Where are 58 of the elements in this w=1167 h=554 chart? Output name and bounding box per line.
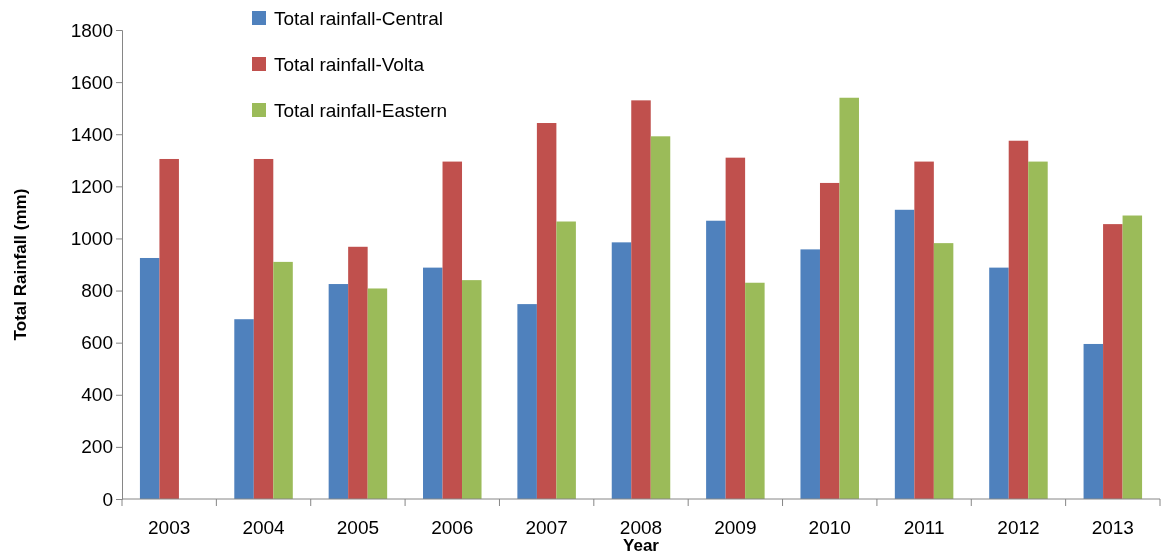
bar	[462, 280, 482, 499]
y-axis-title: Total Rainfall (mm)	[11, 188, 30, 341]
x-tick-label: 2008	[619, 517, 663, 538]
bar	[1008, 140, 1029, 499]
bar	[611, 242, 632, 499]
x-tick-label: 2013	[1091, 517, 1134, 538]
bar	[159, 158, 179, 499]
bar	[745, 282, 765, 499]
x-tick-label: 2004	[242, 517, 286, 538]
bar	[536, 123, 557, 499]
y-tick-label: 600	[81, 332, 113, 354]
legend-label: Total rainfall-Volta	[274, 54, 425, 75]
y-tick-label: 0	[102, 488, 113, 510]
bar	[1083, 343, 1104, 499]
x-tick-label: 2011	[903, 517, 945, 538]
y-tick-label: 1400	[70, 123, 113, 145]
bar	[706, 220, 726, 499]
bar	[423, 267, 443, 499]
bar	[1122, 215, 1143, 499]
bar	[914, 161, 934, 499]
bar	[442, 161, 463, 499]
x-tick-label: 2012	[997, 517, 1040, 538]
y-tick-label: 1000	[70, 228, 113, 250]
y-tick-label: 800	[81, 280, 113, 302]
y-tick-label: 1600	[70, 71, 113, 93]
x-tick-label: 2003	[148, 517, 191, 538]
x-tick-label: 2006	[431, 517, 474, 538]
bar	[800, 249, 820, 499]
bar	[725, 157, 746, 499]
y-tick-label: 1200	[70, 175, 113, 197]
bar	[367, 288, 388, 499]
x-tick-label: 2010	[808, 517, 851, 538]
bar	[1028, 161, 1048, 499]
bar	[989, 267, 1009, 499]
bar	[1103, 224, 1123, 499]
bar	[556, 221, 576, 499]
y-tick-label: 400	[81, 384, 113, 406]
bar	[839, 97, 859, 499]
bar	[650, 136, 671, 499]
bar	[631, 100, 651, 499]
y-tick-label: 200	[81, 436, 113, 458]
bar	[139, 257, 160, 499]
bar	[933, 243, 954, 499]
bar	[234, 319, 254, 499]
bar	[253, 158, 274, 499]
bar	[328, 284, 349, 499]
bar	[273, 261, 293, 499]
bar	[517, 304, 537, 499]
x-tick-label: 2005	[336, 517, 380, 538]
bar	[348, 246, 368, 499]
y-tick-label: 1800	[70, 19, 113, 41]
legend-label: Total rainfall-Eastern	[274, 100, 448, 121]
x-tick-label: 2009	[714, 517, 757, 538]
bar	[894, 209, 915, 499]
legend-label: Total rainfall-Central	[274, 8, 443, 29]
x-tick-label: 2007	[525, 517, 568, 538]
bar	[819, 182, 840, 499]
x-axis-title: Year	[623, 536, 660, 554]
